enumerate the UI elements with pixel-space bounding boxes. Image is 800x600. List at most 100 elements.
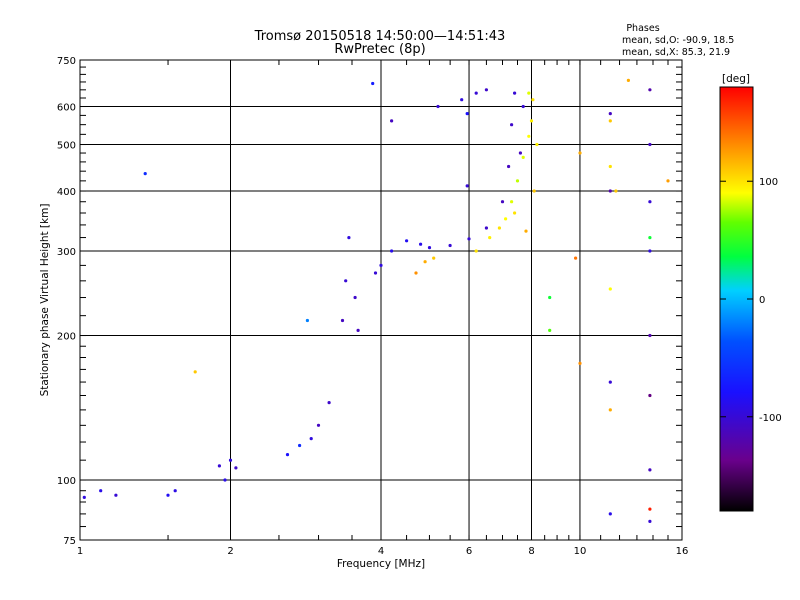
data-point [608, 164, 612, 169]
colorbar-tick-label: -100 [759, 413, 782, 424]
y-tick-label: 750 [57, 56, 76, 67]
data-point [427, 246, 432, 250]
data-point [513, 91, 517, 95]
y-tick-label: 100 [57, 476, 76, 487]
data-point [465, 184, 469, 188]
data-point [305, 318, 309, 323]
data-point [484, 88, 488, 92]
data-point [608, 112, 612, 116]
y-axis-ticks: 75 100 200 300 400 500 600 750 [57, 56, 682, 547]
data-point [648, 507, 652, 511]
data-point [390, 119, 394, 123]
data-point [518, 151, 523, 155]
data-point [648, 88, 652, 92]
data-point [344, 279, 348, 283]
x-axis-ticks: 1 2 4 6 8 10 16 [77, 60, 688, 557]
data-point [535, 142, 539, 147]
data-point [467, 237, 471, 241]
data-point [608, 189, 612, 193]
data-point [465, 112, 469, 116]
colorbar-ticks: 100 0 -100 [720, 177, 782, 424]
x-axis-title: Frequency [MHz] [337, 558, 425, 570]
colorbar-tick-label: 100 [759, 177, 778, 188]
data-point [521, 104, 525, 109]
data-point [608, 287, 612, 291]
data-point [507, 164, 511, 169]
x-tick-label: 2 [227, 546, 233, 557]
y-axis-title: Stationary phase Virtual Height [km] [39, 204, 51, 397]
data-point [347, 236, 351, 240]
data-point [285, 453, 290, 457]
data-point [608, 512, 612, 516]
data-point [193, 370, 197, 374]
data-point [648, 236, 652, 240]
x-tick-label: 8 [528, 546, 534, 557]
data-point [474, 249, 478, 253]
data-point [648, 200, 652, 204]
data-point [648, 393, 652, 398]
data-point [548, 328, 552, 332]
colorbar-tick-label: 0 [759, 295, 765, 306]
y-tick-label: 300 [57, 247, 76, 258]
data-point [484, 226, 488, 230]
data-point [648, 249, 652, 253]
data-point [217, 464, 221, 468]
data-point [340, 318, 345, 323]
data-point [390, 249, 394, 253]
data-point [648, 142, 652, 147]
data-point [436, 104, 440, 109]
y-tick-label: 200 [57, 332, 76, 343]
data-point [228, 458, 233, 462]
data-point [648, 468, 652, 472]
data-point [82, 495, 86, 499]
data-point [488, 236, 492, 240]
data-point [527, 134, 531, 138]
data-point [353, 295, 357, 300]
data-point [510, 123, 514, 127]
data-point [648, 519, 652, 524]
phases-o-stats: mean, sd,O: -90.9, 18.5 [622, 35, 734, 46]
data-point [521, 155, 525, 159]
data-point [608, 408, 612, 412]
data-point [373, 271, 378, 275]
x-tick-label: 10 [574, 546, 587, 557]
data-point [666, 179, 670, 183]
data-point [515, 179, 520, 183]
data-point [166, 493, 170, 497]
chart-title: Tromsø 20150518 14:50:00—14:51:43 [254, 29, 506, 44]
data-point [510, 200, 514, 204]
colorbar-unit-label: [deg] [722, 73, 750, 85]
data-point [500, 200, 505, 204]
y-tick-label: 400 [57, 187, 76, 198]
data-point [497, 226, 501, 230]
data-point [99, 489, 103, 493]
data-point [419, 242, 423, 246]
data-point [173, 489, 177, 493]
phases-heading: Phases [626, 23, 659, 34]
data-point [608, 380, 612, 384]
x-tick-label: 4 [378, 546, 384, 557]
data-point [529, 119, 534, 123]
data-point [432, 256, 436, 260]
data-point [578, 151, 582, 155]
x-tick-label: 1 [77, 546, 83, 557]
y-tick-label: 500 [57, 141, 76, 152]
y-tick-label: 75 [63, 536, 76, 547]
data-point [578, 361, 582, 365]
data-point [379, 263, 383, 267]
data-point [327, 401, 331, 405]
data-point [626, 78, 631, 82]
data-point [608, 119, 612, 123]
data-point [513, 211, 517, 215]
phases-x-stats: mean, sd,X: 85.3, 21.9 [622, 47, 730, 58]
data-point [356, 328, 360, 332]
data-point [234, 466, 238, 470]
data-point [460, 98, 464, 102]
data-point [531, 98, 535, 102]
x-tick-label: 6 [466, 546, 472, 557]
grid-lines [80, 60, 682, 540]
data-point [527, 91, 531, 95]
data-point [648, 333, 652, 338]
data-point [414, 271, 418, 275]
data-point [448, 243, 452, 248]
